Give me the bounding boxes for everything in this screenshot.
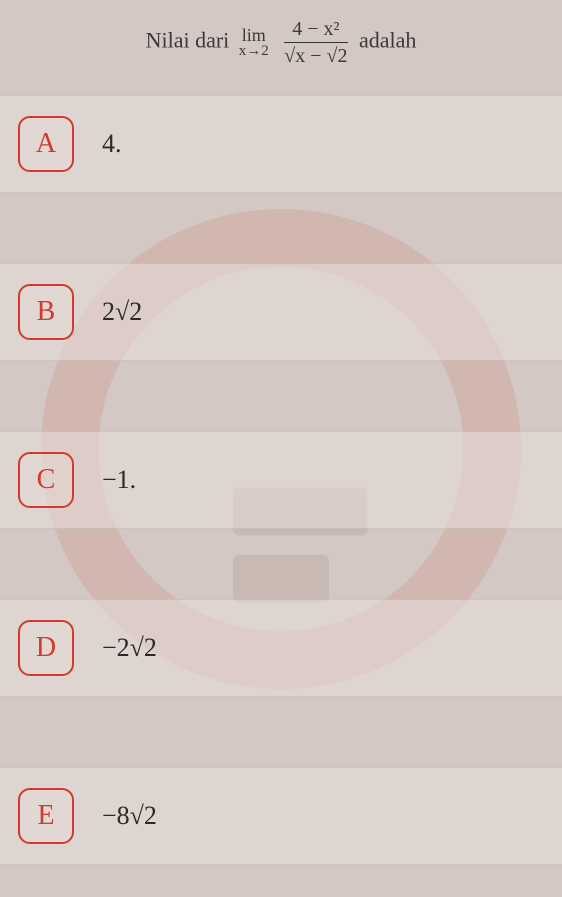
option-value: 2√2 [102,297,142,327]
limit-expression: lim x→2 [239,26,269,59]
option-value: −1. [102,465,136,495]
option-value: 4. [102,129,122,159]
option-value: −2√2 [102,633,157,663]
option-letter: E [18,788,74,844]
option-letter: A [18,116,74,172]
option-letter: D [18,620,74,676]
option-c[interactable]: C −1. [0,431,562,529]
question-text: Nilai dari lim x→2 4 − x² √x − √2 adalah [0,0,562,95]
option-b[interactable]: B 2√2 [0,263,562,361]
fraction-expression: 4 − x² √x − √2 [284,18,347,67]
option-letter: C [18,452,74,508]
option-value: −8√2 [102,801,157,831]
option-e[interactable]: E −8√2 [0,767,562,865]
option-d[interactable]: D −2√2 [0,599,562,697]
option-letter: B [18,284,74,340]
question-suffix: adalah [359,28,416,53]
question-prefix: Nilai dari [146,28,230,53]
options-list: A 4. B 2√2 C −1. D −2√2 E −8√2 [0,95,562,865]
option-a[interactable]: A 4. [0,95,562,193]
